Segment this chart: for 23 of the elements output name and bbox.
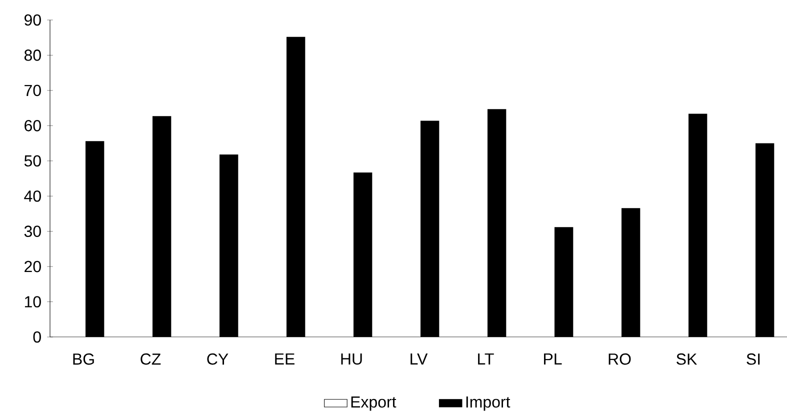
x-tick-label: PL <box>544 353 562 364</box>
x-tick-label: BG <box>73 353 94 365</box>
y-tick-label: 90 <box>24 14 41 26</box>
x-tick-label: RO <box>608 353 631 365</box>
y-tick-label: 40 <box>24 190 41 202</box>
x-tick-label: HU <box>341 353 362 365</box>
y-tick-label: 70 <box>24 84 41 96</box>
x-tick-label: CZ <box>140 353 161 365</box>
x-tick-label: SK <box>676 353 697 365</box>
x-tick-label: LV <box>410 353 428 364</box>
legend-label: Import <box>466 396 510 411</box>
legend-label: Export <box>351 396 396 411</box>
y-tick-label: 0 <box>33 331 41 343</box>
y-tick-label: 10 <box>24 296 41 308</box>
x-tick-label: LT <box>478 353 494 364</box>
x-tick-label: CY <box>207 353 228 365</box>
y-tick-label: 50 <box>24 155 41 167</box>
x-tick-label: EE <box>275 353 294 364</box>
y-tick-label: 30 <box>24 226 41 237</box>
y-tick-label: 80 <box>24 50 41 61</box>
y-tick-label: 20 <box>24 260 41 272</box>
y-tick-label: 60 <box>24 120 41 132</box>
x-tick-label: SI <box>746 353 760 365</box>
